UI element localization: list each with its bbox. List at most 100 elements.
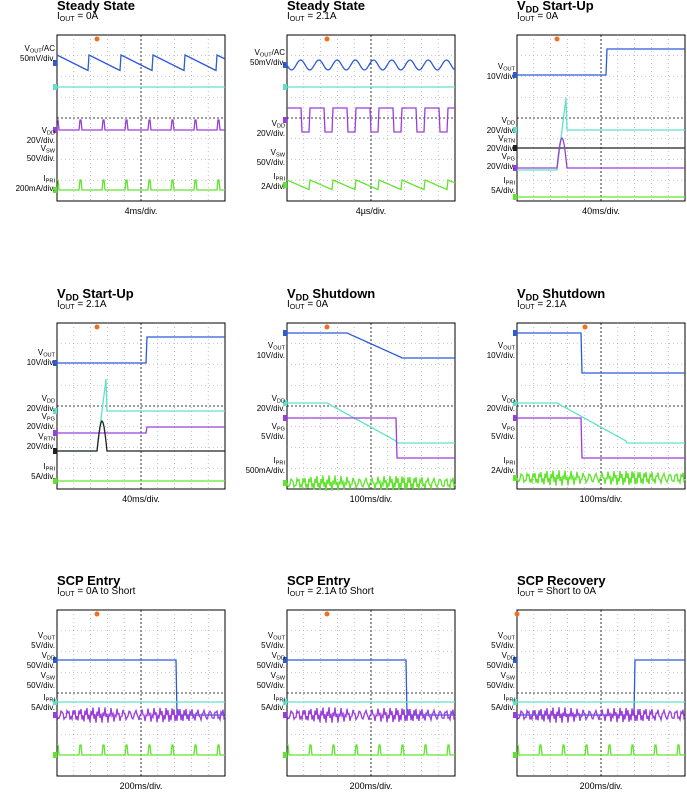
channel-marker (283, 330, 287, 336)
channel-marker (53, 712, 57, 718)
channel-label: VOUT 5V/div. (491, 631, 515, 651)
trace-i-pri (517, 744, 685, 756)
channel-marker (53, 60, 57, 66)
panel-condition: IOUT = 0A to Short (57, 586, 136, 598)
channel-label: IPRI 2A/div. (491, 456, 515, 476)
channel-marker (513, 330, 517, 336)
channel-marker (283, 62, 287, 68)
channel-marker (283, 699, 287, 705)
trace-v-out (57, 336, 225, 364)
channel-label: VOUT/AC 50mV/div. (20, 44, 55, 64)
channel-label: VOUT 10V/div. (486, 62, 515, 82)
trigger-marker (324, 324, 330, 330)
channel-label: VPG 5V/div. (491, 422, 515, 442)
trace-i-pri (57, 744, 225, 756)
trace-v-sw (516, 707, 686, 723)
channel-label: IPRI 2A/div. (261, 172, 285, 192)
timebase-label: 200ms/div. (579, 781, 623, 791)
channel-label: VDD 50V/div. (256, 651, 285, 671)
timebase-label: 100ms/div. (349, 494, 393, 504)
channel-label: IPRI 5A/div. (491, 693, 515, 713)
channel-label: VRTN 20V/div. (486, 134, 515, 154)
channel-marker (513, 712, 517, 718)
trigger-marker (554, 36, 560, 42)
scope-screen (53, 322, 226, 490)
scope-panel: Steady State IOUT = 0A VOUT/AC 50mV/div. VDD… (0, 0, 228, 230)
panel-condition: IOUT = Short to 0A (517, 586, 596, 598)
channel-label: VSW 50V/div. (256, 148, 285, 168)
channel-marker (283, 415, 287, 421)
trigger-marker (582, 324, 588, 330)
trace-v-pg (517, 136, 685, 169)
channel-label: VDD 20V/div. (256, 119, 285, 139)
panel-title: Steady State (57, 0, 136, 13)
channel-label: VDD 20V/div. (486, 116, 515, 136)
scope-screen (513, 322, 686, 490)
panel-title: SCP Recovery (517, 573, 606, 588)
channel-label: VOUT 10V/div. (256, 341, 285, 361)
channel-marker (513, 72, 517, 78)
trigger-marker (324, 611, 330, 617)
channel-marker (53, 478, 57, 484)
scope-screen (53, 34, 226, 202)
channel-marker (283, 480, 287, 486)
trace-v-out-ac (286, 59, 456, 71)
channel-marker (283, 752, 287, 758)
channel-label: VRTN 20V/div. (26, 432, 55, 452)
trace-i-pri (286, 179, 456, 191)
trace-i-pri (287, 744, 455, 756)
channel-marker (513, 699, 517, 705)
channel-label: VDD 50V/div. (26, 651, 55, 671)
timebase-label: 40ms/div. (582, 206, 620, 216)
trigger-marker (94, 611, 100, 617)
trace-v-out (517, 332, 685, 374)
timebase-label: 200ms/div. (349, 781, 393, 791)
panel-title: Steady State (287, 0, 366, 13)
trace-v-dd (517, 402, 685, 444)
channel-marker (53, 408, 57, 414)
panel-title: VDD Shutdown (517, 286, 606, 303)
channel-label: VSW 50V/div. (486, 671, 515, 691)
channel-marker (513, 145, 517, 151)
channel-marker (53, 127, 57, 133)
timebase-label: 4ms/div. (124, 206, 158, 216)
trace-v-sw (57, 119, 225, 131)
channel-label: VDD 20V/div. (26, 394, 55, 414)
panel-title: VDD Start-Up (517, 0, 594, 15)
panel-condition: IOUT = 0A (517, 11, 559, 23)
channel-marker (53, 657, 57, 663)
channel-marker (513, 127, 517, 133)
channel-marker (53, 360, 57, 366)
panel-title: VDD Shutdown (287, 286, 376, 303)
trace-v-pg (287, 417, 455, 459)
channel-label: VSW 50V/div. (26, 671, 55, 691)
panel-condition: IOUT = 2.1A (287, 11, 337, 23)
scope-panel: VDD Start-Up IOUT = 0A VOUT 10V/div. VDD 20V/… (460, 0, 687, 230)
channel-marker (283, 182, 287, 188)
panel-condition: IOUT = 2.1A (57, 299, 107, 311)
channel-label: VOUT 5V/div. (261, 631, 285, 651)
trace-i-pri (516, 470, 686, 486)
trigger-marker (94, 324, 100, 330)
channel-marker (53, 699, 57, 705)
channel-label: VPG 20V/div. (486, 152, 515, 172)
channel-marker (513, 415, 517, 421)
trace-v-pg (517, 417, 685, 459)
channel-label: IPRI 500mA/div. (245, 456, 285, 476)
channel-marker (283, 400, 287, 406)
timebase-label: 4µs/div. (355, 206, 387, 216)
trigger-marker (514, 611, 520, 617)
scope-panel: SCP Entry IOUT = 2.1A to Short VOUT 5V/div.… (230, 573, 458, 805)
channel-label: VDD 20V/div. (26, 126, 55, 146)
channel-marker (513, 400, 517, 406)
channel-label: IPRI 5A/div. (491, 176, 515, 196)
scope-screen (513, 34, 686, 202)
timebase-label: 40ms/div. (122, 494, 160, 504)
trace-v-out (287, 659, 455, 716)
scope-screen (53, 609, 226, 777)
channel-label: VDD 20V/div. (256, 394, 285, 414)
channel-marker (53, 448, 57, 454)
trace-v-out-ac (56, 53, 226, 72)
channel-marker (53, 84, 57, 90)
channel-label: IPRI 5A/div. (31, 462, 55, 482)
